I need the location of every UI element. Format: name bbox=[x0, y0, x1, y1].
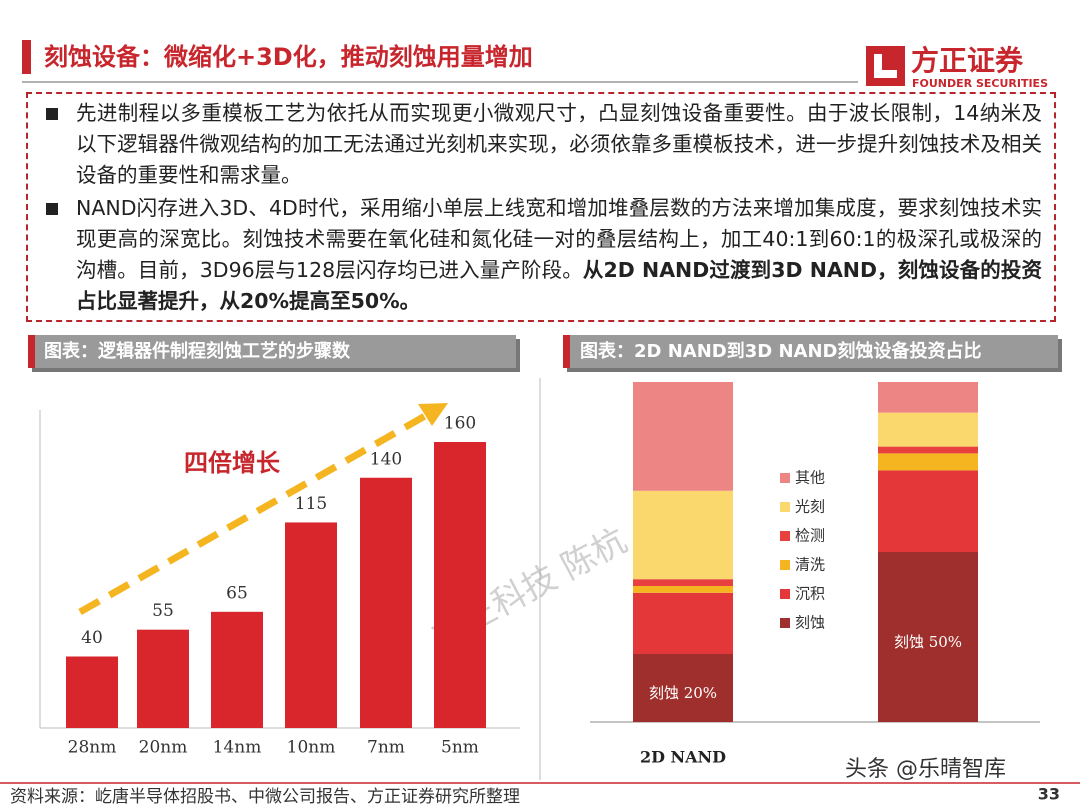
stack-segment bbox=[633, 382, 733, 491]
bullet-text: NAND闪存进入3D、4D时代，采用缩小单层上线宽和增加堆叠层数的方法来增加集成… bbox=[76, 196, 1042, 282]
stack-segment bbox=[633, 592, 733, 654]
logo-text: 方正证券 bbox=[911, 44, 1024, 77]
bullet-text: 先进制程以多重模板工艺为依托从而实现更小微观尺寸，凸显刻蚀设备重要性。由于波长限… bbox=[76, 101, 1042, 187]
data-label: 刻蚀 50% bbox=[894, 633, 962, 651]
data-label: 55 bbox=[152, 601, 174, 621]
x-tick-label: 14nm bbox=[213, 738, 262, 758]
legend-swatch bbox=[780, 560, 790, 570]
legend-label: 光刻 bbox=[795, 498, 825, 516]
title-marker bbox=[22, 40, 31, 74]
data-label: 40 bbox=[81, 628, 103, 648]
stack-segment bbox=[878, 552, 978, 722]
stack-segment bbox=[878, 382, 978, 413]
legend-swatch bbox=[780, 531, 790, 541]
data-label: 160 bbox=[444, 414, 476, 434]
legend-label: 沉积 bbox=[795, 585, 825, 603]
watermark: 头条 @乐晴智库 bbox=[845, 757, 1006, 782]
bar bbox=[211, 611, 263, 728]
logo-subtext: FOUNDER SECURITIES bbox=[912, 77, 1048, 90]
bar bbox=[360, 477, 412, 728]
page-number: 33 bbox=[1038, 785, 1060, 804]
bullet: 先进制程以多重模板工艺为依托从而实现更小微观尺寸，凸显刻蚀设备重要性。由于波长限… bbox=[42, 98, 1042, 191]
legend-swatch bbox=[780, 502, 790, 512]
data-label: 140 bbox=[370, 449, 402, 469]
legend-label: 刻蚀 bbox=[795, 614, 825, 632]
stack-segment bbox=[878, 446, 978, 454]
stack-segment bbox=[633, 654, 733, 722]
chart-title: 图表：2D NAND到3D NAND刻蚀设备投资占比 bbox=[580, 340, 981, 362]
legend-label: 清洗 bbox=[795, 556, 825, 574]
logo-icon bbox=[866, 46, 905, 86]
bar bbox=[434, 442, 486, 728]
legend-label: 其他 bbox=[795, 469, 825, 487]
bar bbox=[137, 629, 189, 728]
bullet-bold: 从2D NAND过渡到3D NAND，刻蚀设备的投资占比显著提升，从20%提高至… bbox=[76, 258, 1042, 313]
x-tick-label: 5nm bbox=[441, 738, 479, 758]
slide-title: 刻蚀设备：微缩化+3D化，推动刻蚀用量增加 bbox=[44, 43, 533, 71]
legend-swatch bbox=[780, 589, 790, 599]
stack-segment bbox=[878, 412, 978, 447]
data-label: 65 bbox=[226, 583, 248, 603]
stack-segment bbox=[878, 470, 978, 552]
bullet: NAND闪存进入3D、4D时代，采用缩小单层上线宽和增加堆叠层数的方法来增加集成… bbox=[42, 193, 1042, 317]
data-label: 刻蚀 20% bbox=[649, 684, 717, 702]
stack-segment bbox=[878, 453, 978, 471]
source: 资料来源：屹唐半导体招股书、中微公司报告、方正证券研究所整理 bbox=[10, 786, 520, 807]
annotation: 四倍增长 bbox=[184, 449, 281, 477]
banner-marker bbox=[563, 335, 570, 368]
banner-marker bbox=[28, 335, 35, 368]
chart-banner bbox=[563, 335, 1058, 368]
stack-segment bbox=[633, 579, 733, 586]
x-tick-label: 2D NAND bbox=[640, 748, 726, 767]
x-tick-label: 28nm bbox=[68, 738, 117, 758]
data-label: 115 bbox=[295, 494, 327, 514]
stack-segment bbox=[633, 490, 733, 580]
legend-swatch bbox=[780, 473, 790, 483]
x-tick-label: 7nm bbox=[367, 738, 405, 758]
chart-title: 图表：逻辑器件制程刻蚀工艺的步骤数 bbox=[44, 340, 351, 362]
legend-swatch bbox=[780, 618, 790, 628]
stack-segment bbox=[633, 586, 733, 593]
legend-label: 检测 bbox=[795, 527, 825, 545]
x-tick-label: 10nm bbox=[287, 738, 336, 758]
text-box: 先进制程以多重模板工艺为依托从而实现更小微观尺寸，凸显刻蚀设备重要性。由于波长限… bbox=[26, 92, 1056, 322]
x-tick-label: 20nm bbox=[139, 738, 188, 758]
arrow-head bbox=[418, 403, 448, 426]
chart-banner bbox=[28, 335, 516, 368]
bar bbox=[66, 656, 118, 728]
bar bbox=[285, 522, 337, 728]
